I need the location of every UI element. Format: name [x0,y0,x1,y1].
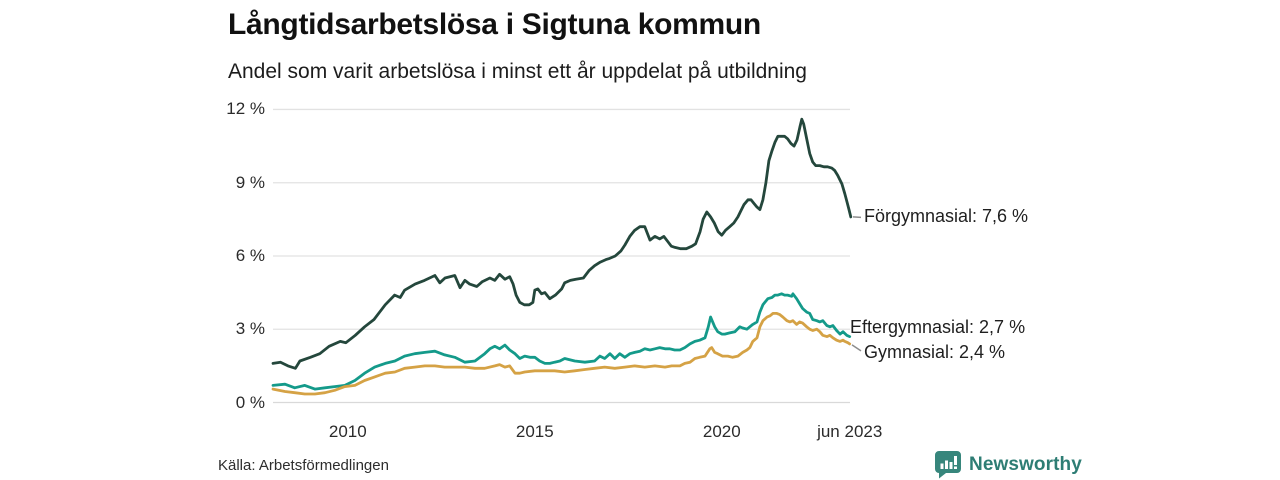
y-tick-label: 6 % [235,245,265,265]
x-tick-label: 2020 [702,422,741,441]
x-tick-label: 2010 [328,422,367,441]
series-end-label-förgymnasial: Förgymnasial: 7,6 % [864,206,1029,226]
source-note: Källa: Arbetsförmedlingen [218,457,389,474]
brand-name: Newsworthy [969,453,1082,475]
x-tick-label: 2015 [515,422,554,441]
y-tick-label: 0 % [235,392,265,412]
y-tick-label: 3 % [235,319,265,339]
newsworthy-speech-bubble-bar-chart-icon [935,451,961,479]
series-line-eftergymnasial [271,292,852,391]
series-line-förgymnasial [271,117,853,370]
connector-gymnasial [851,344,862,352]
y-tick-label: 12 % [226,99,265,119]
chart-title: Långtidsarbetslösa i Sigtuna kommun [228,8,761,41]
brand-logo: Newsworthy [934,450,1082,479]
series-line-gymnasial [271,311,852,396]
series-end-label-eftergymnasial: Eftergymnasial: 2,7 % [850,317,1026,337]
series-end-label-gymnasial: Gymnasial: 2,4 % [864,342,1006,362]
connector-forgymnasial [852,216,862,219]
y-tick-label: 9 % [235,172,265,192]
chart-subtitle: Andel som varit arbetslösa i minst ett å… [228,60,807,83]
x-tick-label: jun 2023 [817,422,883,441]
